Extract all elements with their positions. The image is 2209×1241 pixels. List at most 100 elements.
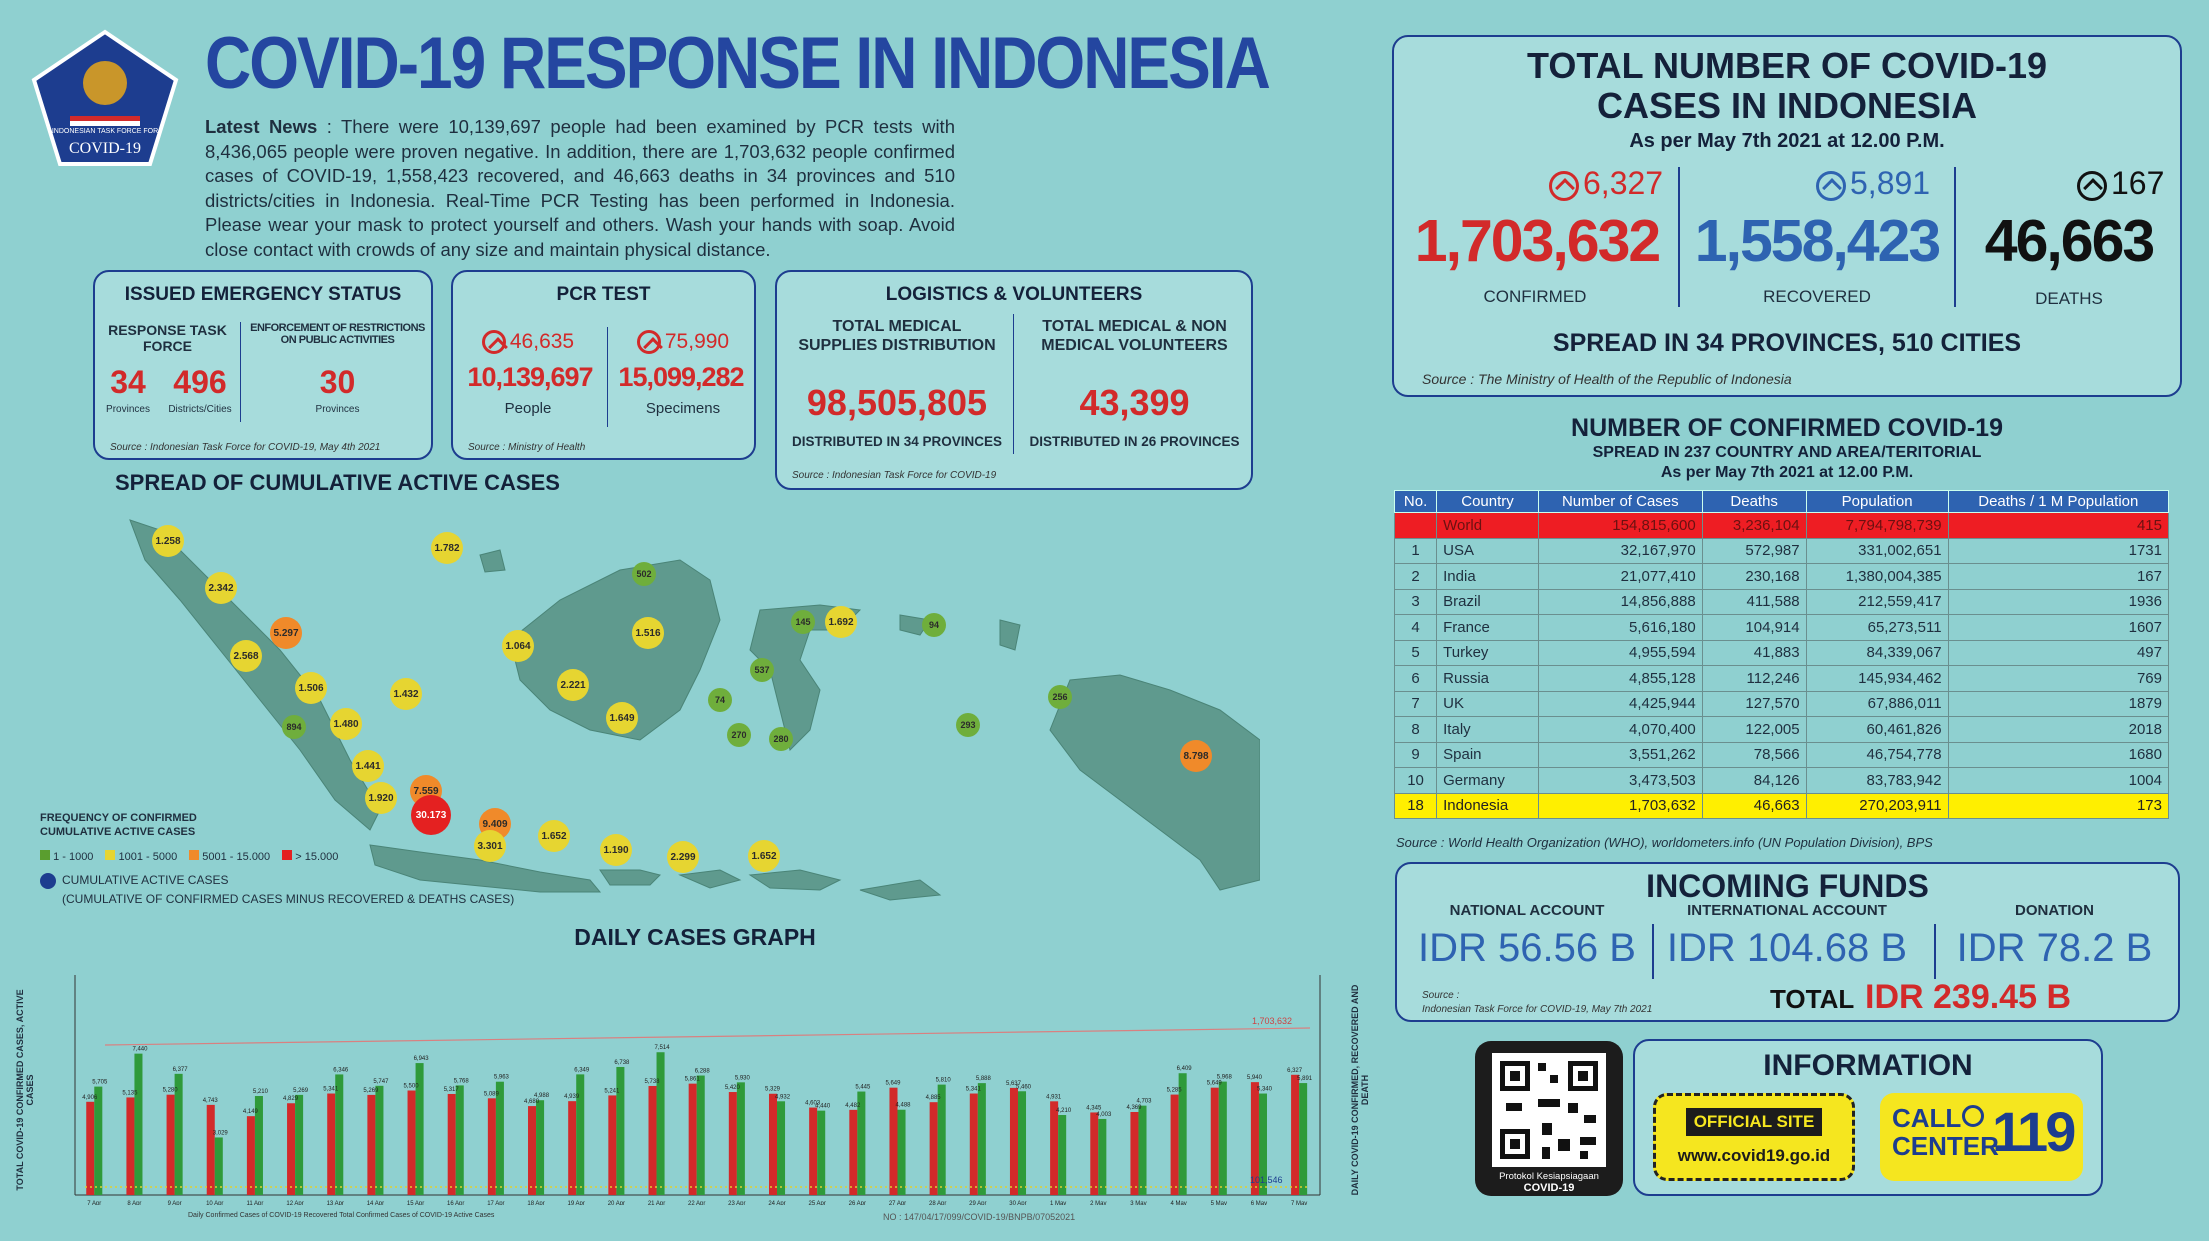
map-case-dot[interactable]: 8.798 <box>1180 740 1212 772</box>
confirmed-bar <box>327 1093 336 1195</box>
call-center-button[interactable]: CALL CENTER 119 <box>1880 1093 2083 1181</box>
recovered-bar-label: 5,705 <box>92 1080 108 1086</box>
table-cell: Turkey <box>1436 639 1539 666</box>
deaths-delta: 167 <box>2077 165 2164 202</box>
increase-arrow-icon <box>636 330 661 355</box>
map-case-dot[interactable]: 1.652 <box>538 820 570 852</box>
official-site-link[interactable]: OFFICIAL SITE www.covid19.go.id <box>1653 1093 1855 1181</box>
table-cell: 3,473,503 <box>1537 767 1703 794</box>
confirmed-bar-label: 4,931 <box>1046 1094 1062 1100</box>
totals-title-2: CASES IN INDONESIA <box>1596 85 1978 126</box>
funds-source-label: Source : <box>1422 990 1460 1001</box>
recovered-bar <box>736 1082 745 1195</box>
map-case-dot[interactable]: 1.432 <box>390 678 422 710</box>
map-case-dot[interactable]: 1.920 <box>365 782 397 814</box>
table-cell: 4,855,128 <box>1537 665 1703 692</box>
logo-caption: INDONESIAN TASK FORCE FOR <box>51 128 159 135</box>
pcr-specimens-label: Specimens <box>645 400 721 417</box>
confirmed-bar-label: 4,939 <box>564 1094 580 1100</box>
table-row: 3 Brazil 14,856,888 411,588 212,559,417 1936 <box>1393 588 2170 615</box>
map-case-dot[interactable]: 1.480 <box>330 708 362 740</box>
table-cell: India <box>1436 563 1539 590</box>
recovered-bar-label: 4,703 <box>1136 1099 1152 1105</box>
table-body: World 154,815,600 3,236,104 7,794,798,739 41… <box>1393 512 2170 819</box>
map-case-dot[interactable]: 2.342 <box>205 572 237 604</box>
map-case-dot[interactable]: 3.301 <box>474 830 506 862</box>
world-asof: As per May 7th 2021 at 12.00 P.M. <box>1660 464 1914 481</box>
divider <box>240 322 241 422</box>
recovered-bar-label: 5,445 <box>855 1085 871 1091</box>
recovered-bar <box>1299 1083 1308 1195</box>
map-case-dot[interactable]: 30.173 <box>411 795 451 835</box>
table-cell: 2 <box>1393 563 1438 590</box>
recovered-bar-label: 6,346 <box>333 1067 349 1073</box>
confirmed-bar-label: 4,829 <box>283 1096 299 1102</box>
table-row: 2 India 21,077,410 230,168 1,380,004,385 167 <box>1393 563 2170 590</box>
graph-ylabel-left: TOTAL COVID-19 CONFIRMED CASES, ACTIVE C… <box>15 989 35 1191</box>
map-case-dot[interactable]: 1.258 <box>152 525 184 557</box>
recovered-bar <box>134 1053 143 1195</box>
map-case-dot[interactable]: 1.652 <box>748 840 780 872</box>
confirmed-bar-label: 5,738 <box>645 1079 661 1085</box>
map-case-dot[interactable]: 2.568 <box>230 640 262 672</box>
map-case-dot[interactable]: 280 <box>769 727 793 751</box>
qr-code-card[interactable]: Protokol Kesiapsiagaan COVID-19 <box>1475 1041 1623 1196</box>
daily-cases-chart: 1,703,632 4,906 5,705 7 Apr 5,135 7,440 8 Apr 5… <box>74 975 1321 1205</box>
map-case-dot[interactable]: 894 <box>282 715 306 739</box>
confirmed-bar-label: 5,135 <box>122 1090 138 1096</box>
map-case-dot[interactable]: 1.692 <box>825 606 857 638</box>
map-case-dot[interactable]: 145 <box>791 610 815 634</box>
confirmed-bar-label: 4,680 <box>524 1099 540 1105</box>
map-case-dot[interactable]: 256 <box>1048 685 1072 709</box>
table-header-cell: Number of Cases <box>1537 490 1703 513</box>
map-case-dot[interactable]: 2.299 <box>667 841 699 873</box>
table-cell: 331,002,651 <box>1805 537 1949 564</box>
recovered-bar <box>335 1074 344 1195</box>
x-tick-label: 22 Apr <box>688 1201 705 1205</box>
map-case-dot[interactable]: 1.506 <box>295 672 327 704</box>
table-cell: 270,203,911 <box>1805 792 1949 819</box>
map-case-dot[interactable]: 537 <box>750 658 774 682</box>
confirmed-delta: 6,327 <box>1549 165 1663 202</box>
table-cell: 230,168 <box>1701 563 1807 590</box>
table-row: 9 Spain 3,551,262 78,566 46,754,778 1680 <box>1393 741 2170 768</box>
recovered-bar-label: 7,514 <box>655 1045 671 1051</box>
map-case-dot[interactable]: 1.441 <box>352 750 384 782</box>
recovered-bar <box>415 1063 424 1195</box>
recovered-bar <box>1218 1081 1227 1195</box>
x-tick-label: 20 Apr <box>608 1201 625 1205</box>
confirmed-bar <box>568 1101 577 1195</box>
cumulative-line-label: 1,703,632 <box>1252 1016 1292 1026</box>
x-tick-label: 25 Apr <box>809 1201 826 1205</box>
table-header-cell: Population <box>1805 490 1949 513</box>
map-case-dot[interactable]: 5.297 <box>270 617 302 649</box>
map-case-dot[interactable]: 2.221 <box>557 669 589 701</box>
active-cases-note-2: (CUMULATIVE OF CONFIRMED CASES MINUS REC… <box>62 892 515 906</box>
active-cases-note: CUMULATIVE ACTIVE CASES <box>62 873 229 887</box>
recovered-bar-label: 5,930 <box>735 1075 751 1081</box>
map-case-dot[interactable]: 1.782 <box>431 532 463 564</box>
recovered-bar-label: 6,738 <box>614 1060 630 1066</box>
page-title: COVID-19 RESPONSE IN INDONESIA <box>205 21 1271 104</box>
map-case-dot[interactable]: 94 <box>922 613 946 637</box>
map-case-dot[interactable]: 74 <box>708 688 732 712</box>
table-row: 6 Russia 4,855,128 112,246 145,934,462 769 <box>1393 665 2170 692</box>
table-cell: World <box>1436 512 1539 539</box>
map-case-dot[interactable]: 502 <box>632 562 656 586</box>
table-cell: 65,273,511 <box>1805 614 1949 641</box>
table-cell: 5,616,180 <box>1537 614 1703 641</box>
map-case-dot[interactable]: 293 <box>956 713 980 737</box>
map-case-dot[interactable]: 270 <box>727 723 751 747</box>
map-case-dot[interactable]: 1.516 <box>632 617 664 649</box>
confirmed-bar <box>487 1098 496 1195</box>
call-label: CALL <box>1892 1103 1962 1133</box>
garuda-emblem-icon <box>31 29 179 166</box>
map-case-dot[interactable]: 1.649 <box>606 702 638 734</box>
recovered-bar-label: 4,988 <box>534 1093 550 1099</box>
restrict-provinces-label: Provinces <box>315 404 360 415</box>
map-case-dot[interactable]: 1.190 <box>600 834 632 866</box>
volunteers-sub: DISTRIBUTED IN 26 PROVINCES <box>1029 434 1240 449</box>
recovered-bar-label: 6,377 <box>173 1067 189 1073</box>
map-case-dot[interactable]: 1.064 <box>502 630 534 662</box>
confirmed-bar-label: 5,500 <box>404 1084 420 1090</box>
